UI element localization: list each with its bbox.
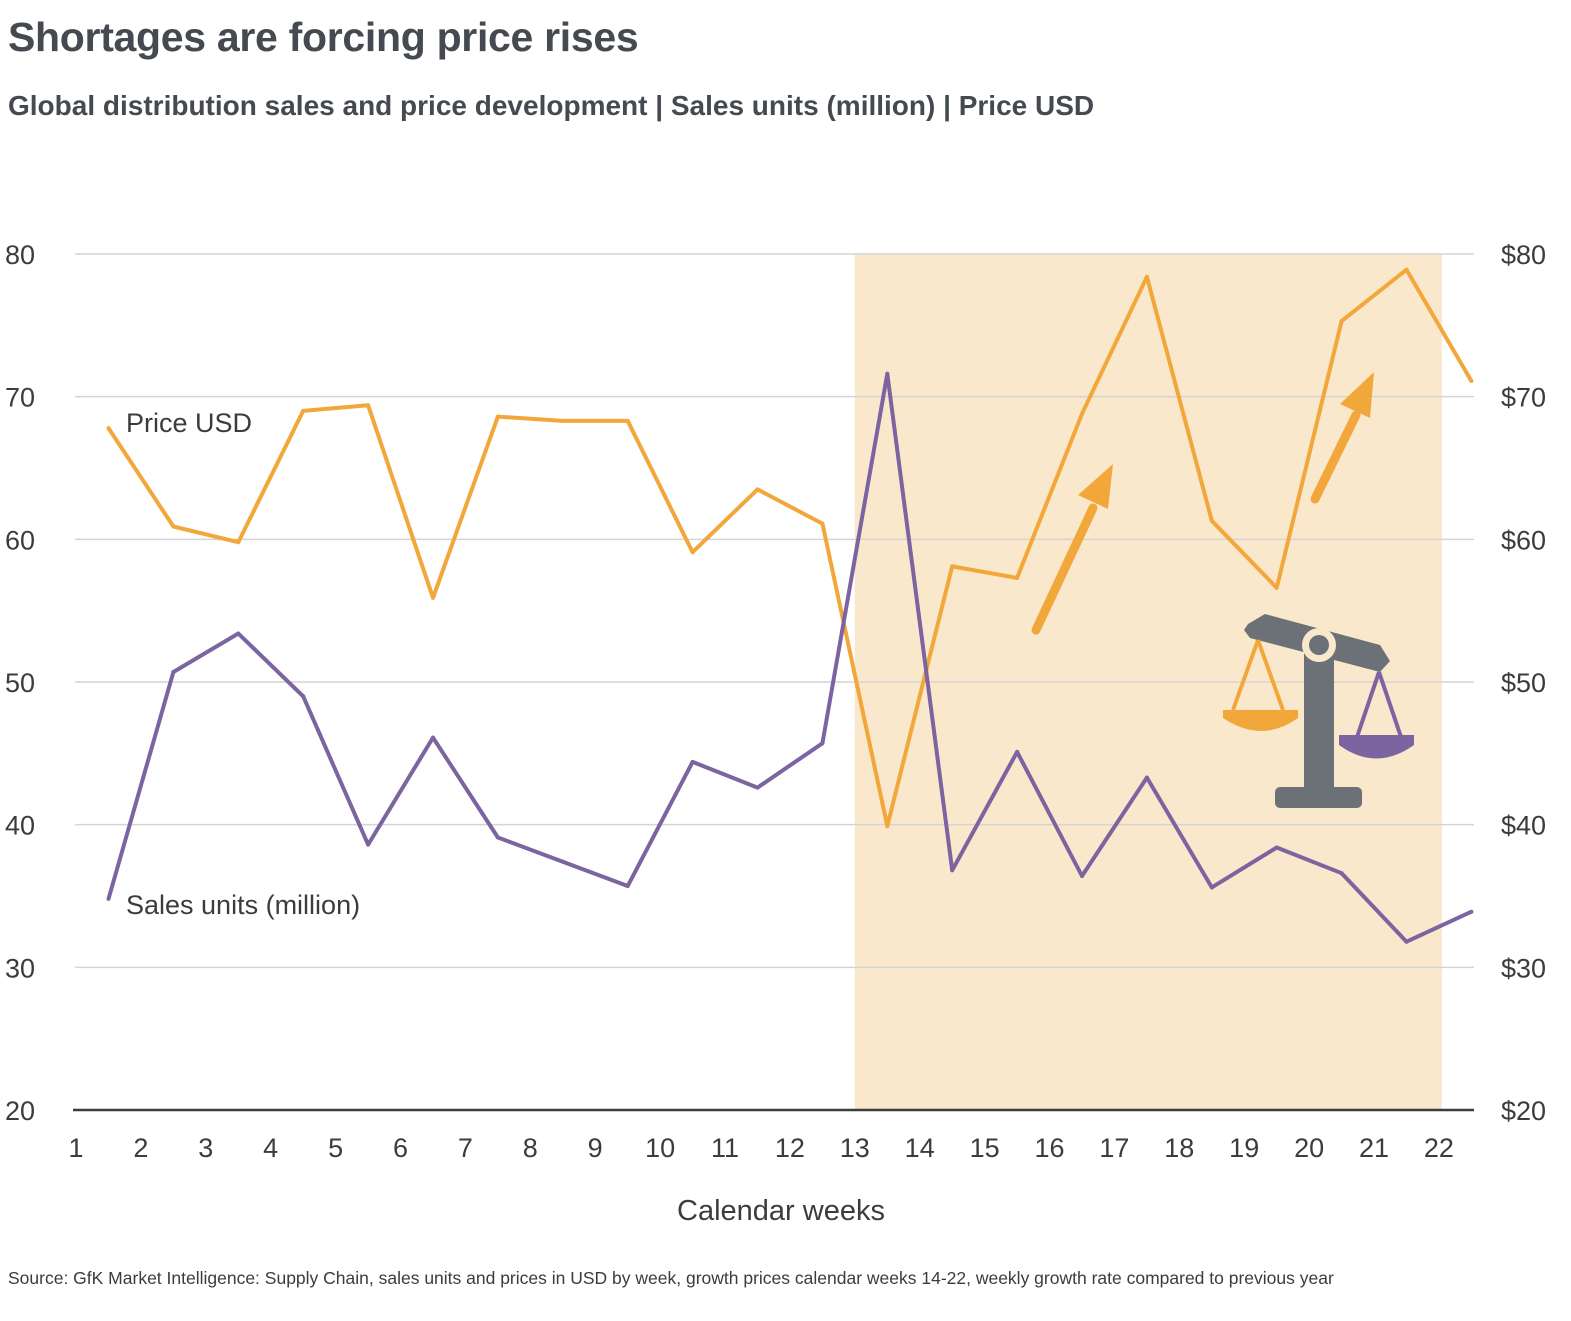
price-point [366, 403, 371, 408]
sales-point [1404, 939, 1409, 944]
x-tick-label: 19 [1229, 1133, 1259, 1163]
x-tick-label: 21 [1359, 1133, 1389, 1163]
sales-point [495, 835, 500, 840]
y-tick-label-left: 20 [5, 1096, 35, 1126]
sales-point [1469, 909, 1474, 914]
y-tick-label-right: $20 [1501, 1096, 1546, 1126]
x-tick-label: 1 [68, 1133, 83, 1163]
y-tick-label-right: $30 [1501, 953, 1546, 983]
y-tick-label-left: 50 [5, 668, 35, 698]
price-point [1469, 379, 1474, 383]
chart-title: Shortages are forcing price rises [8, 14, 639, 60]
sales-point [625, 884, 630, 888]
price-point [755, 487, 760, 492]
sales-point [560, 859, 565, 864]
x-axis-ticks: 1 2 3 4 5 6 7 8 9 10 11 12 13 14 15 16 17 18 19 20 21 22 [68, 1133, 1453, 1163]
price-point [625, 418, 630, 423]
sales-point [1274, 845, 1279, 850]
x-tick-label: 22 [1424, 1133, 1454, 1163]
sales-point [885, 371, 890, 376]
series-line-price [106, 267, 1474, 829]
x-tick-label: 11 [711, 1133, 739, 1163]
price-point [301, 408, 306, 413]
sales-point [1144, 775, 1149, 780]
grid-lines [75, 253, 1474, 969]
sales-point [366, 842, 371, 847]
price-point [236, 540, 241, 545]
y-tick-label-left: 80 [5, 240, 35, 270]
y-axis-left: 20 30 40 50 60 70 80 [5, 240, 35, 1126]
x-tick-label: 13 [840, 1133, 870, 1163]
balance-scale-icon [1223, 614, 1414, 808]
x-tick-label: 5 [328, 1133, 343, 1163]
sales-point [755, 785, 760, 790]
x-tick-label: 6 [393, 1133, 408, 1163]
sales-point [1339, 871, 1344, 876]
sales-point [301, 694, 306, 699]
y-axis-right: $20 $30 $40 $50 $60 $70 $80 [1501, 240, 1546, 1126]
price-point [1209, 518, 1214, 523]
x-tick-label: 14 [905, 1133, 935, 1163]
price-points [106, 267, 1474, 829]
x-tick-label: 12 [775, 1133, 805, 1163]
x-tick-label: 9 [588, 1133, 603, 1163]
price-point [820, 521, 825, 526]
y-tick-label-right: $40 [1501, 811, 1546, 841]
sales-point [820, 741, 825, 746]
arrow-up-icon [1031, 464, 1113, 635]
price-point [885, 824, 890, 829]
sales-point [431, 735, 435, 740]
sales-points [106, 371, 1474, 944]
series-label-price: Price USD [126, 408, 252, 438]
sales-point [950, 868, 955, 873]
price-point [950, 564, 955, 569]
x-tick-label: 10 [645, 1133, 675, 1163]
y-tick-label-right: $80 [1501, 240, 1546, 270]
x-tick-label: 2 [133, 1133, 148, 1163]
price-point [1144, 274, 1149, 279]
y-tick-label-left: 30 [5, 953, 35, 983]
price-point [1015, 575, 1020, 580]
sales-point [171, 670, 176, 674]
price-point [1339, 319, 1344, 324]
x-tick-label: 4 [263, 1133, 278, 1163]
sales-point [1209, 885, 1214, 890]
y-tick-label-left: 70 [5, 383, 35, 413]
chart-subtitle: Global distribution sales and price deve… [8, 90, 1095, 121]
sales-point [1015, 749, 1020, 754]
y-tick-label-right: $70 [1501, 383, 1546, 413]
x-tick-label: 17 [1099, 1133, 1129, 1163]
series-line-sales [106, 371, 1473, 944]
price-point [1274, 585, 1279, 590]
y-tick-label-right: $60 [1501, 525, 1546, 555]
price-point [1080, 411, 1084, 416]
price-point [690, 550, 695, 555]
sales-point [236, 631, 241, 636]
x-tick-label: 20 [1294, 1133, 1324, 1163]
price-point [431, 595, 435, 600]
price-point [495, 414, 500, 419]
price-point [1404, 267, 1409, 272]
x-tick-label: 15 [970, 1133, 1000, 1163]
sales-point [106, 896, 111, 901]
price-point [171, 524, 176, 529]
x-tick-label: 18 [1164, 1133, 1194, 1163]
sales-point [690, 759, 695, 764]
series-label-sales: Sales units (million) [126, 890, 360, 920]
source-note: Source: GfK Market Intelligence: Supply … [8, 1268, 1334, 1288]
sales-point [1080, 874, 1084, 878]
y-tick-label-left: 40 [5, 811, 35, 841]
x-tick-label: 16 [1034, 1133, 1064, 1163]
price-point [106, 426, 111, 431]
x-tick-label: 8 [523, 1133, 538, 1163]
y-tick-label-left: 60 [5, 525, 35, 555]
x-tick-label: 7 [458, 1133, 473, 1163]
price-point [560, 418, 565, 423]
y-tick-label-right: $50 [1501, 668, 1546, 698]
arrow-up-icon [1310, 372, 1374, 504]
x-axis-label: Calendar weeks [677, 1195, 885, 1227]
x-tick-label: 3 [198, 1133, 213, 1163]
